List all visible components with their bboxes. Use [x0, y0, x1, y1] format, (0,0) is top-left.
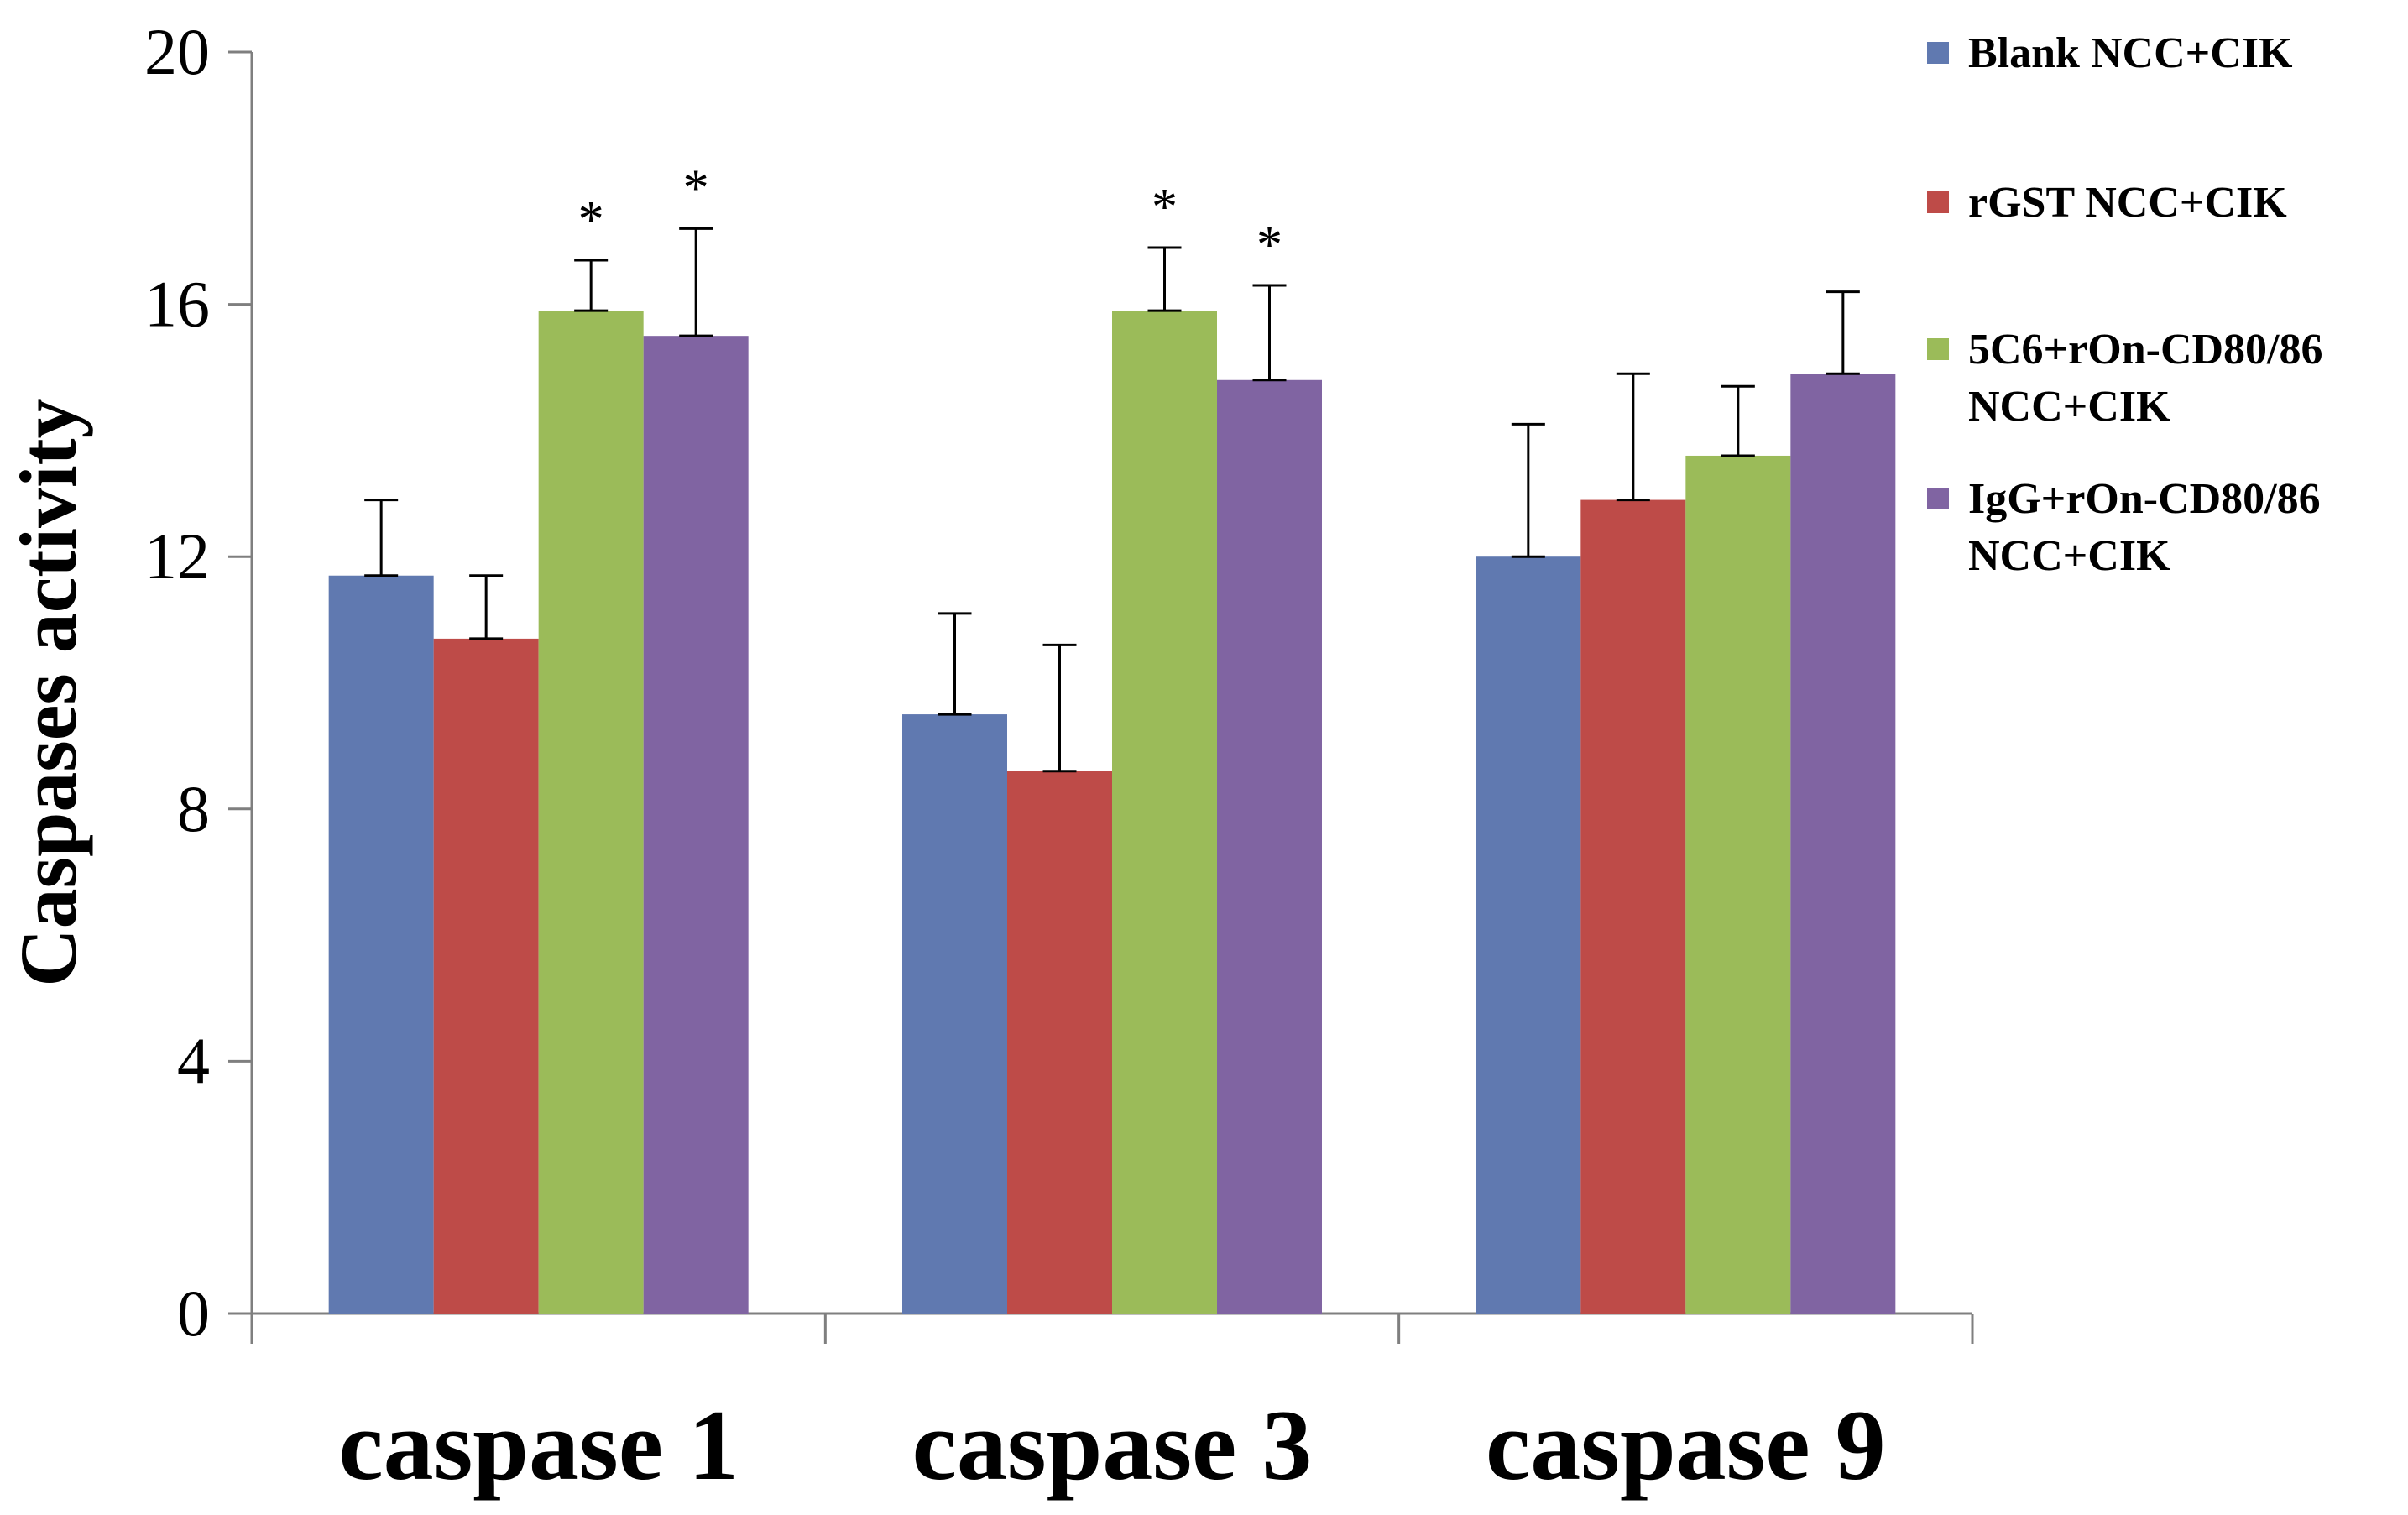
significance-asterisk: * — [1152, 179, 1178, 236]
legend-label: NCC+CIK — [1968, 532, 2170, 580]
legend-swatch — [1927, 191, 1949, 213]
bar — [1007, 771, 1112, 1314]
y-tick-label: 12 — [144, 520, 210, 593]
bar — [1476, 556, 1581, 1314]
y-tick-label: 20 — [144, 15, 210, 88]
legend: Blank NCC+CIK rGST NCC+CIK 5C6+rOn-CD80/86… — [1927, 29, 2323, 580]
bar — [643, 336, 749, 1314]
bar — [1580, 499, 1686, 1314]
significance-asterisk: * — [1256, 217, 1282, 274]
bar — [1685, 455, 1791, 1314]
bar — [902, 714, 1007, 1314]
significance-asterisk: * — [683, 159, 709, 217]
significance-asterisk: * — [578, 191, 604, 248]
bar — [1112, 311, 1217, 1314]
y-tick-label: 0 — [177, 1277, 210, 1350]
bar — [433, 638, 539, 1314]
bar — [1790, 374, 1896, 1314]
y-axis: 0 4 8 12 16 20 — [144, 15, 253, 1350]
legend-label: rGST NCC+CIK — [1968, 179, 2287, 227]
y-tick-label: 8 — [177, 772, 210, 845]
error-bars — [364, 227, 1860, 773]
x-category-label: caspase 3 — [912, 1389, 1313, 1501]
bar — [328, 575, 434, 1314]
y-tick-label: 4 — [177, 1024, 210, 1097]
legend-swatch — [1927, 338, 1949, 360]
y-tick-label: 16 — [144, 268, 210, 341]
legend-swatch — [1927, 42, 1949, 64]
legend-label: 5C6+rOn-CD80/86 — [1968, 326, 2323, 374]
bar — [1217, 379, 1322, 1314]
legend-label: Blank NCC+CIK — [1968, 29, 2293, 77]
legend-label: IgG+rOn-CD80/86 — [1968, 475, 2321, 523]
significance-markers: * * * * — [578, 159, 1282, 274]
bars — [328, 311, 1896, 1314]
y-axis-title: Caspases activity — [3, 398, 93, 986]
x-category-label: caspase 9 — [1486, 1389, 1886, 1501]
x-category-label: caspase 1 — [338, 1389, 739, 1501]
legend-swatch — [1927, 488, 1949, 509]
bar — [538, 311, 644, 1314]
legend-label: NCC+CIK — [1968, 383, 2170, 431]
